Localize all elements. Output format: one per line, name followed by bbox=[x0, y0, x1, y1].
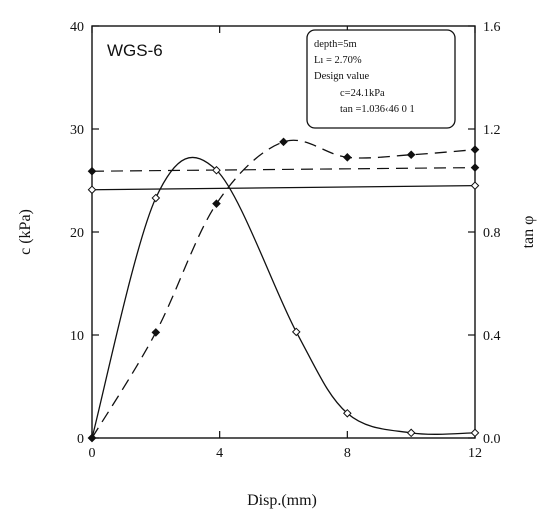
y-tick-label: 20 bbox=[70, 226, 84, 241]
annotation-line-2: Lı = 2.70% bbox=[314, 55, 362, 66]
data-point bbox=[151, 193, 161, 203]
data-point bbox=[279, 137, 288, 147]
data-point bbox=[406, 428, 416, 438]
ticks bbox=[91, 25, 476, 439]
reference-marker bbox=[87, 185, 97, 195]
y-tick-label: 40 bbox=[70, 20, 84, 35]
annotation-box: depth=5m Lı = 2.70% Design value c=24.1k… bbox=[306, 29, 456, 129]
y-axis-label: c (kPa) bbox=[17, 209, 34, 255]
markers bbox=[87, 137, 480, 443]
data-point bbox=[212, 165, 221, 175]
y2-tick-label: 0.4 bbox=[483, 329, 501, 344]
annotation-line-3: Design value bbox=[314, 71, 369, 82]
design-c-line bbox=[91, 185, 476, 191]
y-tick-label: 0 bbox=[77, 432, 84, 447]
cohesion-curve bbox=[91, 156, 476, 439]
y2-tick-label: 1.2 bbox=[483, 123, 501, 138]
reference-marker bbox=[87, 166, 97, 176]
y2-tick-label: 1.6 bbox=[483, 20, 501, 35]
y-tick-label: 30 bbox=[70, 123, 84, 138]
tan-phi-curve bbox=[91, 139, 476, 439]
data-point bbox=[406, 150, 416, 160]
y2-axis-label: tan φ bbox=[520, 216, 537, 249]
data-point bbox=[212, 199, 221, 208]
data-point bbox=[470, 428, 480, 438]
y2-tick-label: 0.8 bbox=[483, 226, 501, 241]
data-point bbox=[343, 153, 352, 162]
design-tan-line bbox=[91, 167, 476, 172]
x-tick-label: 8 bbox=[344, 446, 351, 461]
curves bbox=[91, 139, 476, 439]
data-point bbox=[470, 145, 480, 154]
y2-tick-label: 0.0 bbox=[483, 432, 501, 447]
data-point bbox=[87, 433, 97, 443]
reference-marker bbox=[470, 181, 480, 190]
specimen-label: WGS-6 bbox=[107, 41, 163, 60]
x-tick-label: 0 bbox=[89, 446, 96, 461]
y-tick-label: 10 bbox=[70, 329, 84, 344]
x-tick-label: 4 bbox=[216, 446, 223, 461]
tick-labels: 0 4 8 12 0 10 20 30 40 0.0 0.4 0.8 1.2 1.6 bbox=[70, 20, 501, 461]
data-point bbox=[343, 408, 352, 418]
annotation-frame bbox=[306, 29, 456, 129]
reference-marker bbox=[470, 163, 480, 172]
annotation-line-4: c=24.1kPa bbox=[340, 88, 385, 99]
x-axis-label: Disp.(mm) bbox=[247, 492, 317, 509]
annotation-line-1: depth=5m bbox=[314, 39, 357, 50]
x-tick-label: 12 bbox=[468, 446, 482, 461]
annotation-line-5: tan =1.036‹46 0 1 bbox=[340, 104, 415, 115]
data-point bbox=[151, 328, 161, 337]
reference-lines bbox=[87, 163, 480, 195]
data-point bbox=[291, 327, 301, 337]
